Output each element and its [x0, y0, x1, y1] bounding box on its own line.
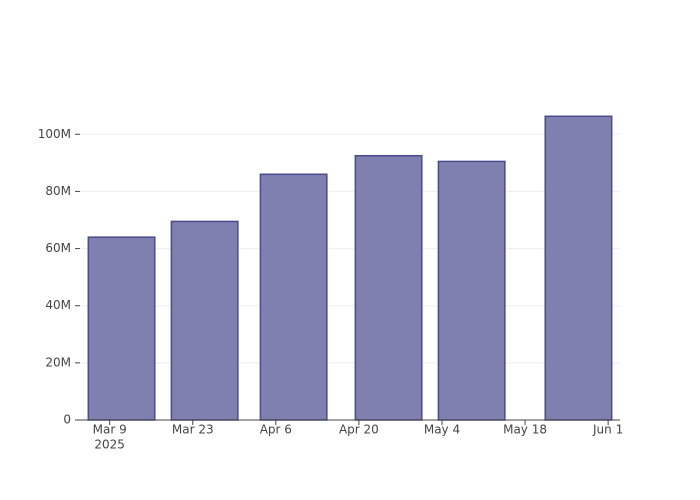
y-tick-label: 0 — [63, 413, 71, 427]
bar — [87, 236, 156, 421]
bar — [544, 115, 613, 421]
bar — [259, 173, 328, 421]
y-tick-label: 80M — [45, 184, 71, 198]
x-tick-label: Apr 6 — [260, 423, 292, 437]
x-tick-label: May 18 — [503, 423, 547, 437]
x-tick-label: Jun 1 — [592, 423, 623, 437]
y-tick-label: 60M — [45, 241, 71, 255]
bar — [354, 154, 423, 421]
y-tick-label: 20M — [45, 355, 71, 369]
x-year-label: 2025 — [94, 438, 125, 452]
bar — [437, 160, 506, 421]
x-tick-label: Mar 23 — [172, 423, 214, 437]
y-tick-label: 40M — [45, 298, 71, 312]
x-tick-label: Mar 9 — [93, 423, 127, 437]
bar — [170, 220, 239, 421]
x-tick-label: Apr 20 — [339, 423, 379, 437]
x-tick-label: May 4 — [424, 423, 460, 437]
y-tick-label: 100M — [38, 127, 71, 141]
